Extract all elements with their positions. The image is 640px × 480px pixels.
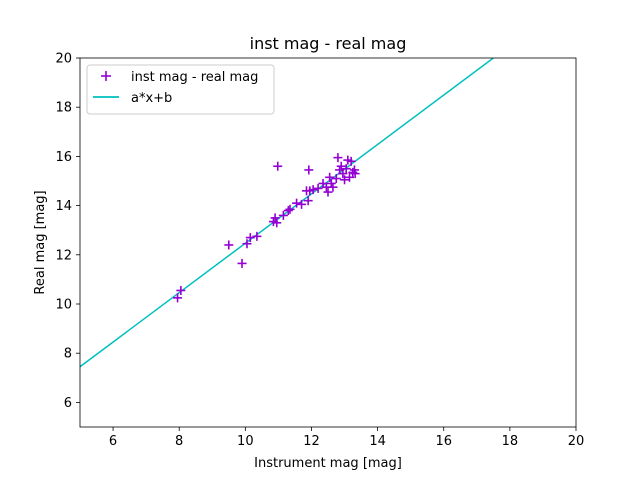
scatter-point (173, 293, 183, 303)
legend-box (86, 64, 275, 115)
scatter-point (283, 206, 293, 216)
scatter-point (323, 187, 333, 197)
scatter-point (344, 172, 354, 182)
plot-content (80, 58, 494, 368)
x-tick-label: 20 (568, 434, 585, 449)
scatter-point (350, 169, 360, 179)
y-axis-label: Real mag [mag] (33, 190, 48, 294)
y-tick-label: 14 (55, 199, 72, 214)
y-tick-label: 18 (55, 101, 72, 116)
scatter-point (333, 153, 343, 163)
plot-frame (79, 57, 577, 428)
scatter-point (303, 196, 313, 206)
y-tick-label: 8 (64, 347, 72, 362)
scatter-point (176, 285, 186, 295)
scatter-point (341, 164, 351, 174)
x-axis-ticks: 6 8 10 12 14 16 18 20 (109, 427, 584, 449)
scatter-point (245, 233, 255, 243)
scatter-points (173, 153, 360, 303)
x-tick-label: 18 (502, 434, 519, 449)
scatter-point (237, 258, 247, 268)
scatter-point (336, 161, 346, 171)
scatter-point (297, 199, 307, 209)
y-axis-ticks: 6 8 10 12 14 16 18 20 (55, 52, 80, 411)
scatter-point (272, 218, 282, 228)
x-tick-label: 12 (303, 434, 320, 449)
x-tick-label: 14 (369, 434, 386, 449)
scatter-point (242, 239, 252, 249)
scatter-point (278, 210, 288, 220)
scatter-point (346, 156, 356, 166)
scatter-point (340, 175, 350, 185)
scatter-point (313, 183, 323, 193)
scatter-point (308, 185, 318, 195)
y-tick-label: 12 (55, 248, 72, 263)
y-tick-label: 16 (55, 150, 72, 165)
legend: inst mag - real mag a*x+b (86, 64, 275, 115)
scatter-point (338, 169, 348, 179)
scatter-point (331, 174, 341, 184)
x-tick-label: 16 (435, 434, 452, 449)
y-tick-label: 20 (55, 52, 72, 67)
chart-title: inst mag - real mag (250, 34, 407, 53)
y-tick-label: 6 (64, 396, 72, 411)
scatter-point (292, 198, 302, 208)
x-axis-label: Instrument mag [mag] (254, 456, 402, 471)
scatter-point (273, 161, 283, 171)
x-tick-label: 6 (109, 434, 117, 449)
x-tick-label: 10 (237, 434, 254, 449)
scatter-point (304, 165, 314, 175)
scatter-point (252, 231, 262, 241)
scatter-point (285, 204, 295, 214)
legend-label-scatter: inst mag - real mag (131, 70, 258, 85)
scatter-point (224, 240, 234, 250)
scatter-point (325, 172, 335, 182)
scatter-point (270, 213, 280, 223)
x-tick-label: 8 (175, 434, 183, 449)
scatter-point (328, 182, 338, 192)
legend-label-line: a*x+b (131, 91, 172, 106)
legend-scatter-marker (101, 71, 111, 81)
fit-line (80, 58, 494, 368)
y-tick-label: 10 (55, 298, 72, 313)
